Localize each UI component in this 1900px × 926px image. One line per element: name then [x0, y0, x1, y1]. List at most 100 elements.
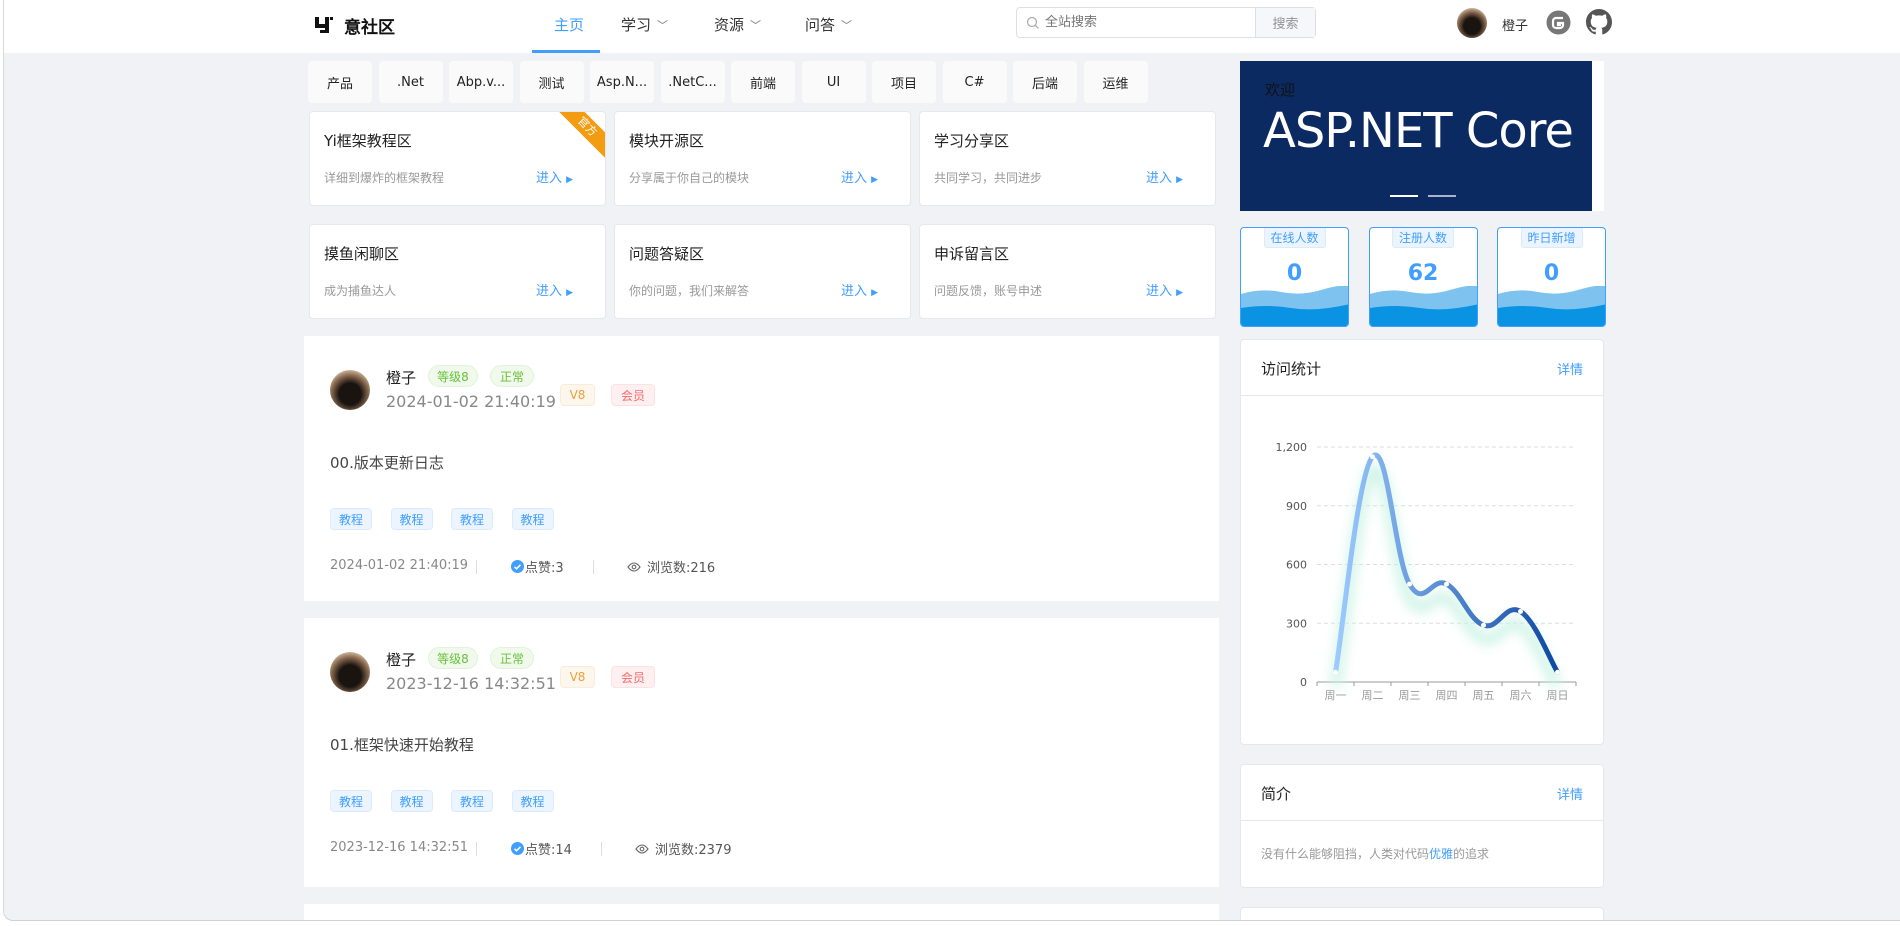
member-badge: 会员 [611, 384, 655, 406]
category-chip[interactable]: 运维 [1083, 61, 1148, 103]
category-chip[interactable]: UI [801, 61, 866, 103]
post-card[interactable]: 橙子 等级8 正常 2024-01-02 21:40:19 V8 会员 00.版… [304, 336, 1219, 601]
member-badge: 会员 [611, 666, 655, 688]
post-tag[interactable]: 教程 [511, 508, 554, 530]
y-tick-label: 600 [1286, 559, 1307, 572]
section-title: 问题答疑区 [629, 245, 705, 263]
banner-carousel[interactable]: 欢迎 ASP.NET Core [1240, 61, 1592, 211]
intro-text: 没有什么能够阻挡，人类对代码优雅的追求 [1261, 845, 1489, 862]
github-icon[interactable] [1586, 9, 1612, 35]
nav-label: 资源 [714, 16, 745, 34]
post-tag[interactable]: 教程 [390, 790, 433, 812]
enter-link[interactable]: 进入 ▶ [841, 167, 878, 186]
carousel-dot-active[interactable] [1390, 195, 1418, 197]
y-tick-label: 300 [1286, 617, 1307, 630]
like-button[interactable]: 点赞:3 [511, 557, 564, 576]
data-point [1481, 622, 1486, 628]
author-name[interactable]: 橙子 [386, 369, 417, 387]
caret-right-icon: ▶ [1176, 175, 1184, 185]
data-point [1555, 669, 1560, 675]
wave-decoration [1369, 286, 1477, 326]
enter-link[interactable]: 进入 ▶ [1146, 280, 1183, 299]
category-chip[interactable]: 前端 [731, 61, 795, 103]
post-card[interactable] [304, 904, 1219, 920]
data-point [1370, 454, 1375, 460]
section-card[interactable]: 申诉留言区 问题反馈，账号申述 进入 ▶ [919, 224, 1216, 319]
caret-right-icon: ▶ [871, 175, 879, 185]
like-button[interactable]: 点赞:14 [511, 839, 572, 858]
author-avatar[interactable] [330, 370, 370, 410]
like-count: 点赞:14 [525, 843, 572, 858]
post-card[interactable]: 橙子 等级8 正常 2023-12-16 14:32:51 V8 会员 01.框… [304, 618, 1219, 887]
author-avatar[interactable] [330, 652, 370, 692]
nav-label: 学习 [621, 16, 652, 34]
divider [593, 560, 594, 574]
post-tag[interactable]: 教程 [330, 508, 372, 530]
visit-stats-more-link[interactable]: 详情 [1556, 363, 1583, 378]
intro-card: 简介 详情 没有什么能够阻挡，人类对代码优雅的追求 [1240, 764, 1604, 888]
data-point [1333, 669, 1338, 675]
stat-label: 在线人数 [1263, 228, 1326, 248]
category-chip[interactable]: 测试 [519, 61, 584, 103]
nav-qa[interactable]: 问答 ﹀ [805, 14, 852, 35]
x-tick-label: 周三 [1399, 689, 1421, 702]
section-card[interactable]: Yi框架教程区 详细到爆炸的框架教程 进入 ▶ 官方 [309, 111, 606, 206]
visit-stats-title: 访问统计 [1261, 360, 1322, 378]
category-chip[interactable]: 项目 [872, 61, 936, 103]
wave-decoration [1241, 286, 1348, 326]
series-line [1333, 452, 1560, 675]
section-title: 模块开源区 [629, 132, 705, 150]
user-name[interactable]: 橙子 [1502, 19, 1529, 34]
level-badge: 等级8 [428, 647, 478, 669]
category-chip[interactable]: Asp.N... [590, 61, 654, 103]
intro-more-link[interactable]: 详情 [1556, 788, 1583, 803]
site-logo-text[interactable]: 意社区 [344, 18, 395, 38]
user-avatar[interactable] [1457, 8, 1487, 38]
section-card[interactable]: 模块开源区 分享属于你自己的模块 进入 ▶ [614, 111, 911, 206]
category-chip[interactable]: 产品 [308, 61, 372, 103]
category-chip[interactable]: C# [942, 61, 1007, 103]
post-tag[interactable]: 教程 [451, 508, 493, 530]
post-date: 2024-01-02 21:40:19 [386, 392, 556, 411]
stat-box: 注册人数 62 [1368, 227, 1478, 327]
chevron-down-icon: ﹀ [657, 18, 669, 32]
author-name[interactable]: 橙子 [386, 651, 417, 669]
view-count-label: 浏览数:216 [647, 561, 716, 576]
enter-link[interactable]: 进入 ▶ [841, 280, 878, 299]
chevron-down-icon: ﹀ [750, 18, 762, 32]
nav-resources[interactable]: 资源 ﹀ [714, 14, 761, 35]
search-input[interactable] [1017, 8, 1255, 37]
vip-badge: V8 [560, 384, 595, 406]
stat-box: 昨日新增 0 [1497, 227, 1606, 327]
x-tick-label: 周日 [1547, 689, 1569, 702]
enter-label: 进入 [841, 171, 868, 186]
gitee-icon[interactable] [1546, 10, 1571, 35]
post-title[interactable]: 01.框架快速开始教程 [330, 736, 474, 754]
post-tag[interactable]: 教程 [451, 790, 493, 812]
stat-label: 注册人数 [1391, 228, 1455, 248]
banner-edge [1592, 61, 1604, 211]
nav-home[interactable]: 主页 [554, 14, 584, 35]
section-card[interactable]: 摸鱼闲聊区 成为捕鱼达人 进入 ▶ [309, 224, 606, 319]
status-badge: 正常 [490, 365, 534, 387]
post-title[interactable]: 00.版本更新日志 [330, 454, 444, 472]
section-card[interactable]: 问题答疑区 你的问题，我们来解答 进入 ▶ [614, 224, 911, 319]
post-tag[interactable]: 教程 [390, 508, 433, 530]
carousel-dot[interactable] [1428, 195, 1456, 197]
category-chip[interactable]: 后端 [1013, 61, 1077, 103]
x-tick-label: 周六 [1510, 689, 1532, 702]
enter-link[interactable]: 进入 ▶ [536, 280, 573, 299]
enter-link[interactable]: 进入 ▶ [1146, 167, 1183, 186]
search-button[interactable]: 搜索 [1255, 8, 1315, 37]
category-chip[interactable]: Abp.v... [449, 61, 513, 103]
divider [476, 560, 477, 574]
section-card[interactable]: 学习分享区 共同学习，共同进步 进入 ▶ [919, 111, 1216, 206]
post-tag[interactable]: 教程 [330, 790, 372, 812]
post-tag[interactable]: 教程 [511, 790, 554, 812]
category-chip[interactable]: .NetC... [660, 61, 725, 103]
enter-link[interactable]: 进入 ▶ [536, 167, 573, 186]
nav-learn[interactable]: 学习 ﹀ [621, 14, 668, 35]
eye-icon [627, 561, 641, 572]
category-chip[interactable]: .Net [378, 61, 443, 103]
search-icon [1026, 16, 1039, 29]
